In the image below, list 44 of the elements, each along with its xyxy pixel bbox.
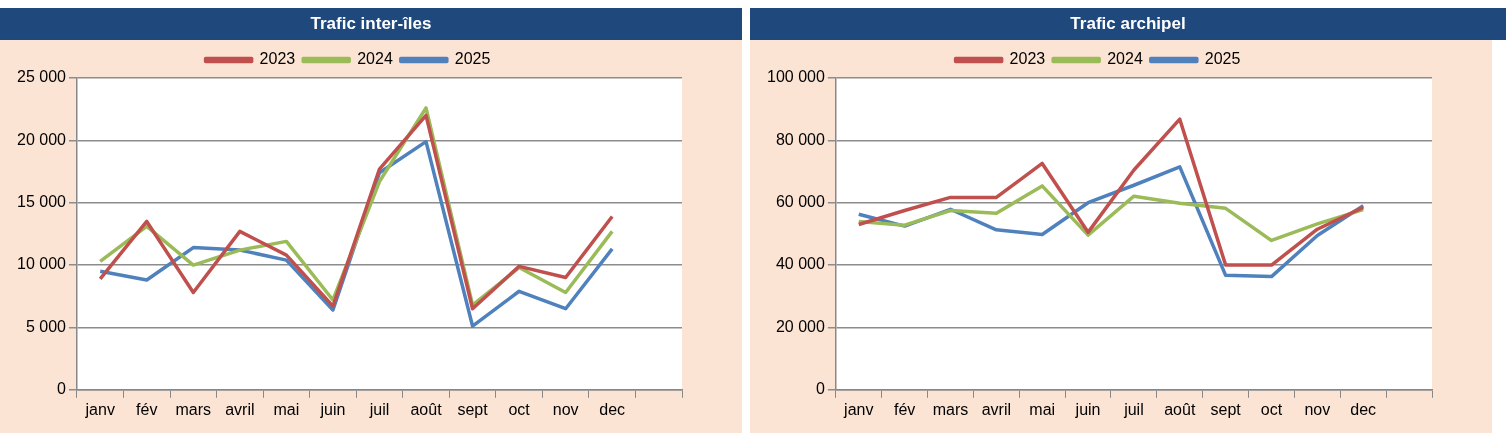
x-tick-label: mai [1029,400,1056,418]
x-tick-label: août [1164,400,1196,418]
x-tick-label: dec [1350,400,1377,418]
x-tick-label: avril [981,400,1012,418]
y-tick-label: 60 000 [775,193,825,211]
x-tick-label: juil [1123,400,1144,418]
legend-label: 2025 [1204,50,1241,68]
chart-title: Trafic inter-îles [0,8,742,40]
x-tick-label: oct [1260,400,1283,418]
x-tick-label: nov [552,400,579,418]
x-tick-label: oct [508,400,531,418]
y-tick-label: 0 [57,380,67,398]
x-tick-label: juil [368,400,390,418]
x-tick-label: janv [84,400,115,418]
x-tick-label: fév [136,400,158,418]
x-tick-label: dec [599,400,626,418]
x-tick-label: nov [1304,400,1331,418]
y-tick-label: 20 000 [775,317,825,335]
y-tick-label: 20 000 [17,130,67,148]
x-tick-label: mars [175,400,212,418]
y-tick-label: 100 000 [766,68,825,86]
x-tick-label: juin [1074,400,1101,418]
y-tick-label: 80 000 [775,130,825,148]
y-tick-label: 15 000 [17,193,67,211]
legend-label: 2023 [1009,50,1046,68]
legend-label: 2023 [259,50,296,68]
x-tick-label: fév [893,400,916,418]
x-tick-label: avril [225,400,255,418]
legend-label: 2024 [357,50,393,68]
x-tick-label: sept [1210,400,1242,418]
legend-label: 2025 [454,50,491,68]
legend-label: 2024 [1107,50,1143,68]
y-tick-label: 25 000 [17,68,67,86]
x-tick-label: mars [932,400,969,418]
chart-title: Trafic archipel [750,8,1506,40]
x-tick-label: mai [273,400,300,418]
y-tick-label: 5 000 [25,317,67,335]
x-tick-label: août [410,400,443,418]
y-tick-label: 10 000 [17,255,67,273]
x-tick-label: janv [843,400,874,418]
x-tick-label: sept [457,400,489,418]
y-tick-label: 40 000 [775,255,825,273]
y-tick-label: 0 [815,380,825,398]
x-tick-label: juin [319,400,346,418]
